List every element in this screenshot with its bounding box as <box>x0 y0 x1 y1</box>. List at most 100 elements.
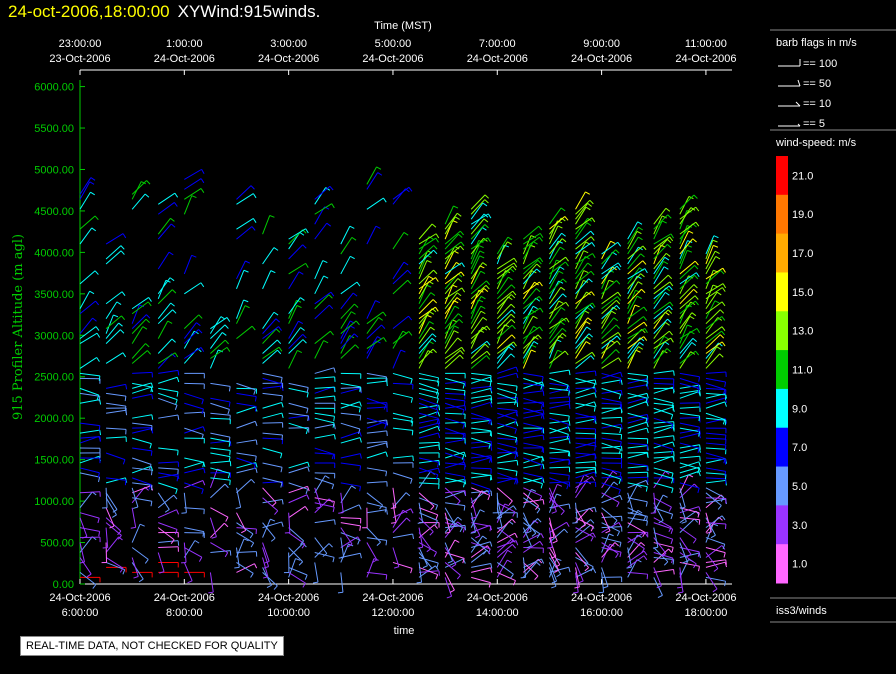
barb-flag <box>646 401 649 407</box>
barb-flag <box>670 528 674 535</box>
barb-shaft <box>445 381 466 384</box>
wind-barb <box>653 243 672 260</box>
barb-shaft <box>314 475 326 494</box>
wind-barb <box>210 346 231 359</box>
wind-barb <box>497 571 516 586</box>
wind-barb <box>288 422 309 435</box>
barb-flag <box>724 381 727 388</box>
barb-shaft <box>679 284 695 300</box>
barb-flag <box>139 523 145 527</box>
wind-barb <box>497 472 517 485</box>
wind-barb <box>288 566 308 580</box>
barb-shaft <box>444 354 461 369</box>
wind-barb <box>418 292 436 310</box>
barb-flag <box>177 450 179 456</box>
barb-flag <box>515 540 519 546</box>
wind-barb <box>575 418 597 425</box>
barb-shaft <box>523 422 543 429</box>
barb-shaft <box>314 291 332 305</box>
barb-flag <box>112 509 118 513</box>
wind-barb <box>705 517 716 539</box>
wind-barb <box>679 391 701 399</box>
wind-barb <box>79 317 97 334</box>
barb-shaft <box>105 291 123 305</box>
wind-barb <box>601 422 622 434</box>
wind-barb <box>705 512 712 534</box>
barb-flag <box>120 245 125 250</box>
barb-shaft <box>601 372 622 380</box>
barb-shaft <box>679 301 692 319</box>
barb-flag <box>619 552 622 558</box>
barb-shaft <box>523 533 542 543</box>
barb-shaft <box>392 372 413 380</box>
barb-flag <box>150 450 153 456</box>
barb-shaft <box>705 442 726 446</box>
wind-barb <box>601 304 621 320</box>
barb-shaft <box>705 256 717 275</box>
barb-flag <box>487 489 491 495</box>
barb-flag <box>566 484 569 490</box>
barb-flag <box>386 509 388 515</box>
barb-shaft <box>340 492 344 513</box>
barb-shaft <box>705 517 716 536</box>
wind-barb <box>575 387 597 394</box>
barb-shaft <box>236 260 246 280</box>
barb-flag <box>512 290 517 296</box>
barb-shaft <box>497 412 517 421</box>
barb-shaft <box>210 382 231 387</box>
barb-shaft <box>210 317 228 330</box>
barb-shaft <box>705 457 726 461</box>
barb-shaft <box>497 366 517 374</box>
barb-shaft <box>418 556 439 564</box>
barb-shaft <box>575 471 595 479</box>
barb-flag <box>436 398 439 404</box>
barb-shaft <box>210 339 226 354</box>
wind-barb <box>523 377 543 390</box>
wind-barb <box>210 447 231 456</box>
barb-flag <box>264 560 270 564</box>
barb-shaft <box>601 437 622 443</box>
barb-shaft <box>575 468 596 474</box>
wind-barb <box>418 233 440 245</box>
barb-shaft <box>653 406 673 414</box>
barb-flag <box>79 561 85 564</box>
wind-barb <box>418 517 434 536</box>
wind-barb <box>314 417 335 428</box>
wind-barb <box>262 497 279 515</box>
wind-barb <box>314 187 331 205</box>
wind-barb <box>418 237 439 250</box>
barb-flag <box>375 225 381 229</box>
barb-shaft <box>210 412 231 416</box>
wind-barb <box>132 457 152 470</box>
barb-shaft <box>366 172 379 190</box>
wind-barb <box>627 267 644 285</box>
wind-barb <box>366 417 387 429</box>
barb-flag <box>520 576 526 579</box>
wind-barb <box>262 437 284 445</box>
wind-barb <box>184 507 205 515</box>
barb-shaft <box>601 296 618 310</box>
chart-title: 24-oct-2006,18:00:00 XYWind:915winds. <box>8 2 320 22</box>
wind-barb <box>288 339 307 354</box>
barb-shaft <box>679 510 697 524</box>
bottom-tick-time: 12:00:00 <box>372 607 415 619</box>
wind-barb <box>549 238 567 255</box>
barb-shaft <box>653 220 663 240</box>
wind-barb <box>679 301 696 319</box>
wind-barb <box>340 412 362 421</box>
barb-flag <box>658 519 664 524</box>
wind-barb <box>158 472 179 482</box>
barb-shaft <box>444 241 462 255</box>
wind-barb <box>105 557 124 573</box>
barb-shaft <box>497 392 517 401</box>
wind-barb <box>601 452 623 459</box>
barb-shaft <box>679 429 700 434</box>
barb-shaft <box>549 528 565 543</box>
barb-flag <box>642 532 646 538</box>
barb-flag <box>583 250 589 254</box>
barb-flag <box>95 300 100 306</box>
wind-barb <box>210 507 229 522</box>
barb-flag <box>385 574 388 580</box>
wind-barb <box>157 277 175 295</box>
